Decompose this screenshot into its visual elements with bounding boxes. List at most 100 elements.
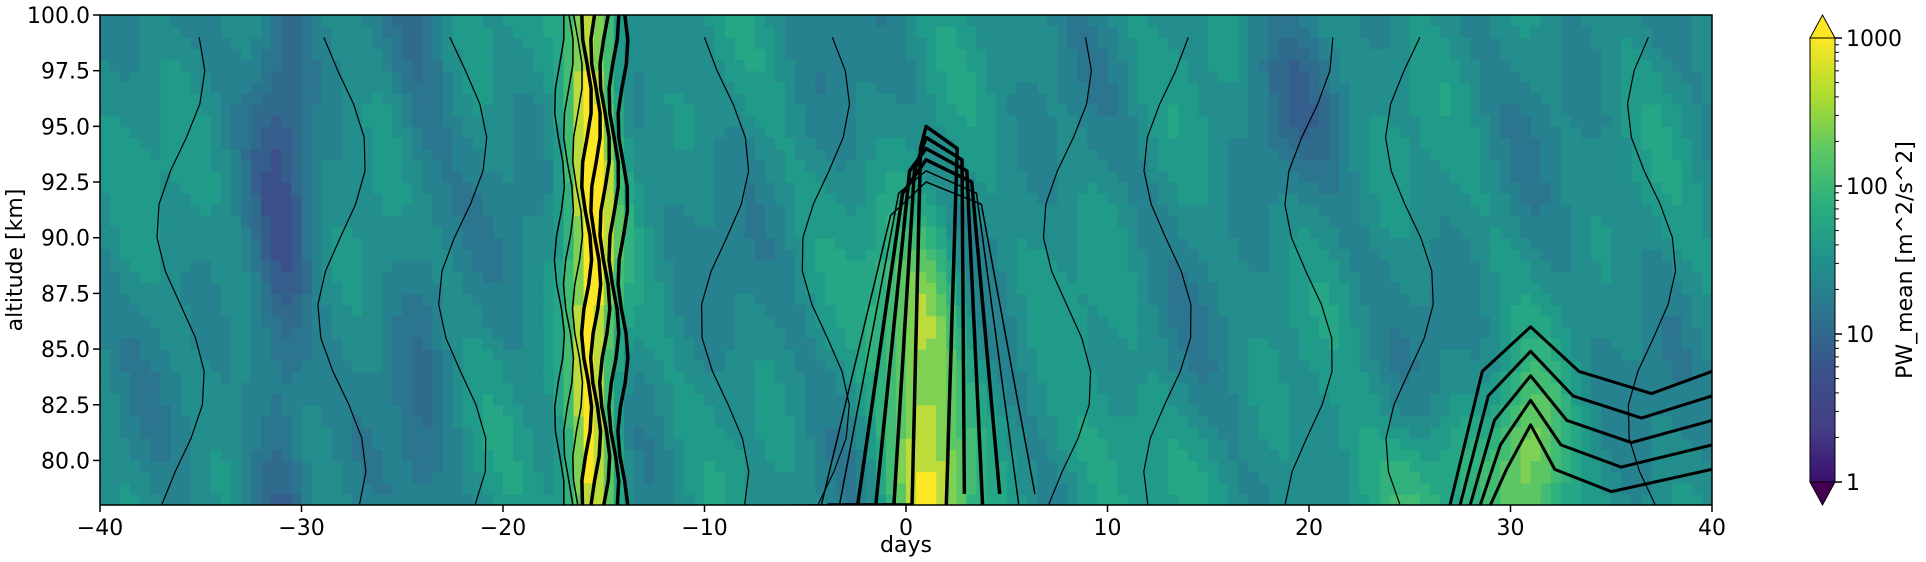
heatmap-cell	[513, 148, 524, 161]
heatmap-cell	[1117, 237, 1129, 250]
heatmap-cell	[311, 81, 323, 94]
heatmap-cell	[402, 493, 413, 505]
heatmap-cell	[825, 104, 837, 116]
heatmap-cell	[341, 70, 353, 83]
heatmap-cell	[1077, 293, 1088, 306]
heatmap-cell	[392, 59, 403, 72]
heatmap-cell	[1178, 159, 1189, 172]
heatmap-cell	[906, 104, 917, 116]
heatmap-cell	[170, 404, 182, 417]
heatmap-cell	[845, 337, 857, 350]
heatmap-cell	[1218, 349, 1229, 361]
heatmap-cell	[1077, 427, 1088, 439]
heatmap-cell	[885, 70, 897, 83]
heatmap-cell	[553, 248, 565, 261]
heatmap-cell	[825, 226, 837, 239]
heatmap-cell	[714, 193, 726, 205]
heatmap-cell	[361, 471, 373, 484]
heatmap-cell	[633, 248, 645, 261]
heatmap-cell	[271, 415, 282, 428]
heatmap-cell	[734, 293, 746, 306]
heatmap-cell	[966, 438, 978, 450]
heatmap-cell	[1057, 248, 1068, 261]
heatmap-cell	[815, 293, 826, 306]
heatmap-cell	[160, 326, 172, 339]
heatmap-cell	[402, 382, 413, 395]
heatmap-cell	[714, 360, 726, 372]
heatmap-cell	[321, 26, 333, 38]
heatmap-cell	[1026, 126, 1038, 139]
heatmap-cell	[966, 471, 978, 484]
heatmap-cell	[885, 493, 897, 505]
heatmap-cell	[644, 226, 655, 239]
heatmap-cell	[714, 304, 726, 317]
heatmap-cell	[845, 170, 857, 183]
heatmap-cell	[271, 193, 282, 205]
heatmap-cell	[633, 126, 645, 139]
heatmap-cell	[734, 271, 746, 283]
heatmap-cell	[1117, 70, 1129, 83]
heatmap-cell	[110, 460, 121, 473]
heatmap-cell	[855, 26, 867, 38]
heatmap-cell	[885, 326, 897, 339]
heatmap-cell	[613, 204, 625, 217]
heatmap-cell	[261, 104, 272, 116]
heatmap-cell	[936, 326, 947, 339]
heatmap-cell	[996, 92, 1008, 105]
heatmap-cell	[775, 482, 786, 495]
heatmap-cell	[513, 304, 524, 317]
heatmap-cell	[160, 26, 172, 38]
heatmap-cell	[1147, 315, 1159, 328]
heatmap-cell	[714, 15, 726, 27]
heatmap-cell	[885, 159, 897, 172]
heatmap-cell	[210, 70, 222, 83]
heatmap-cell	[754, 404, 766, 417]
heatmap-cell	[372, 237, 383, 250]
heatmap-cell	[402, 326, 413, 339]
heatmap-cell	[422, 415, 434, 428]
heatmap-cell	[1107, 360, 1119, 372]
heatmap-cell	[382, 493, 393, 505]
heatmap-cell	[754, 215, 766, 228]
heatmap-cell	[845, 237, 857, 250]
heatmap-cell	[351, 204, 363, 217]
heatmap-cell	[926, 104, 937, 116]
heatmap-cell	[573, 215, 585, 228]
heatmap-cell	[1167, 193, 1179, 205]
heatmap-cell	[865, 371, 877, 384]
heatmap-cell	[785, 159, 796, 172]
heatmap-cell	[301, 104, 313, 116]
heatmap-cell	[452, 349, 464, 361]
heatmap-cell	[180, 59, 192, 72]
heatmap-cell	[694, 48, 706, 61]
heatmap-cell	[241, 271, 252, 283]
heatmap-cell	[1198, 15, 1209, 27]
heatmap-cell	[553, 404, 565, 417]
heatmap-cell	[664, 126, 675, 139]
heatmap-cell	[724, 471, 736, 484]
heatmap-cell	[644, 81, 655, 94]
heatmap-cell	[251, 115, 262, 127]
heatmap-cell	[966, 393, 978, 406]
heatmap-cell	[1218, 37, 1229, 50]
heatmap-cell	[714, 371, 726, 384]
heatmap-cell	[220, 59, 232, 72]
heatmap-cell	[1006, 115, 1018, 127]
heatmap-cell	[150, 59, 162, 72]
heatmap-cell	[120, 237, 131, 250]
heatmap-cell	[1167, 215, 1179, 228]
heatmap-cell	[764, 148, 776, 161]
heatmap-cell	[573, 438, 585, 450]
heatmap-cell	[281, 148, 293, 161]
heatmap-cell	[764, 182, 776, 194]
heatmap-cell	[623, 415, 635, 428]
heatmap-cell	[946, 59, 957, 72]
heatmap-cell	[220, 92, 232, 105]
heatmap-cell	[1026, 92, 1038, 105]
heatmap-cell	[513, 92, 524, 105]
heatmap-cell	[956, 81, 968, 94]
heatmap-cell	[674, 182, 685, 194]
heatmap-cell	[120, 349, 131, 361]
heatmap-cell	[392, 159, 403, 172]
heatmap-cell	[986, 48, 998, 61]
